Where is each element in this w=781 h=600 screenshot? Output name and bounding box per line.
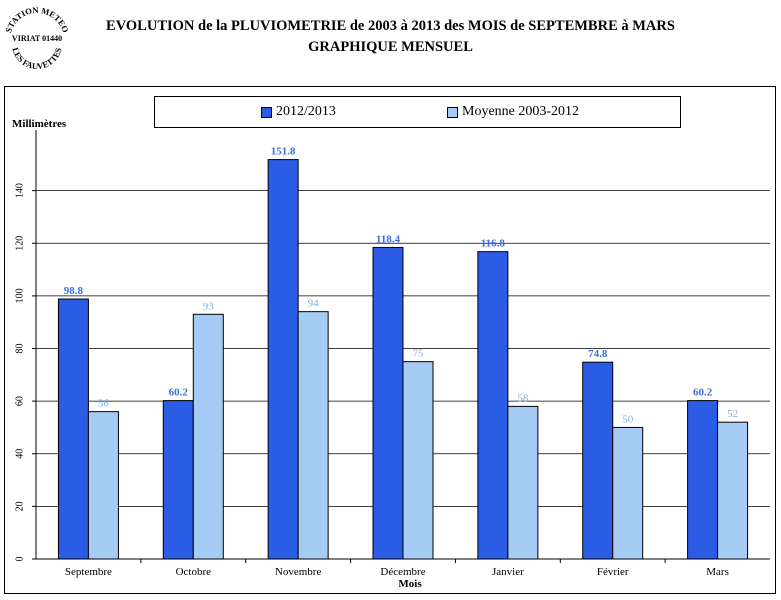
bar [192,313,224,560]
data-label: 56 [98,398,110,410]
data-label: 151.8 [271,146,296,158]
y-tick-label: 0 [14,557,25,562]
chart-legend: 2012/2013 Moyenne 2003-2012 [154,96,681,128]
bar [87,411,119,560]
data-label: 98.8 [64,285,84,297]
y-tick-label: 80 [14,344,25,354]
legend-swatch-moyenne [447,106,458,118]
data-label: 116.8 [481,238,506,250]
stamp-middle-text: VIRIAT 01440 [12,34,62,43]
data-label: 60.2 [169,387,189,399]
y-tick-label: 60 [14,396,25,406]
data-label: 93 [203,300,215,312]
data-label: 60.2 [693,387,713,399]
bar [612,426,644,560]
bar [402,361,434,560]
y-tick-label: 100 [14,288,25,303]
legend-item-moyenne: Moyenne 2003-2012 [447,104,579,120]
x-axis-label: Mois [398,578,422,590]
legend-swatch-2012-2013 [261,106,272,118]
y-tick-label: 140 [14,183,25,198]
bar [582,361,614,560]
bar [687,400,719,560]
chart-subtitle: GRAPHIQUE MENSUEL [308,39,473,55]
x-tick-label: Février [597,566,629,578]
y-tick-label: 120 [14,236,25,251]
legend-label-2012-2013: 2012/2013 [276,104,336,119]
station-stamp-icon: STATION METEO VIRIAT 01440 LES FAUVETTES [3,5,71,71]
bar [372,246,404,560]
x-tick-label: Octobre [176,566,212,578]
data-label: 58 [517,392,529,404]
x-tick-label: Mars [706,566,729,578]
data-label: 118.4 [376,233,401,245]
x-tick-label: Septembre [65,566,112,578]
y-axis-label: Millimètres [12,118,67,130]
data-label: 52 [727,408,738,420]
bar [297,311,329,560]
y-tick-label: 40 [14,449,25,459]
bar [477,251,509,560]
x-tick-label: Janvier [492,566,524,578]
x-tick-label: Novembre [275,566,322,578]
data-label: 74.8 [588,348,608,360]
chart-title: EVOLUTION de la PLUVIOMETRIE de 2003 à 2… [106,18,675,34]
bar [507,405,539,560]
bar [162,400,194,560]
bar [267,159,299,560]
legend-item-2012-2013: 2012/2013 [261,104,336,120]
x-tick-label: Décembre [380,566,425,578]
legend-label-moyenne: Moyenne 2003-2012 [462,104,580,119]
bar [717,421,749,560]
y-tick-label: 20 [14,501,25,511]
chart-frame [4,86,776,594]
data-label: 50 [622,413,634,425]
data-label: 94 [308,298,320,310]
bar [57,298,89,560]
data-label: 75 [413,348,425,360]
